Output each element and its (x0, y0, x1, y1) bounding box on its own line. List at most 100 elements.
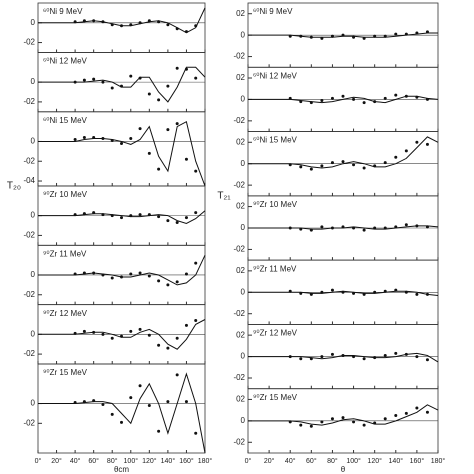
x-tick-label: 20° (264, 457, 275, 465)
data-point (415, 140, 419, 144)
data-point (373, 100, 377, 104)
y-tick-label: -02 (23, 290, 35, 299)
data-point (362, 36, 366, 40)
x-tick-label: 160° (179, 457, 194, 465)
y-tick-label: -02 (23, 418, 35, 427)
data-point (352, 97, 356, 101)
panel-label: ⁶⁰Ni 9 MeV (253, 7, 293, 16)
data-point (394, 351, 398, 355)
y-tick-label: -02 (233, 180, 245, 189)
data-point (82, 329, 86, 333)
data-point (175, 221, 179, 225)
data-point (383, 226, 387, 230)
data-point (373, 34, 377, 38)
data-point (288, 420, 292, 424)
y-tick-label: -02 (23, 97, 35, 106)
panel-label: ⁹⁰Zr 15 MeV (253, 393, 298, 402)
fit-curve (38, 210, 206, 225)
data-point (383, 161, 387, 165)
data-point (110, 276, 114, 280)
data-point (394, 225, 398, 229)
data-point (92, 211, 96, 215)
data-point (184, 157, 188, 161)
data-point (330, 96, 334, 100)
data-point (82, 19, 86, 23)
panel-label: ⁹⁰Zr 12 MeV (253, 329, 298, 338)
data-point (309, 357, 313, 361)
data-point (73, 20, 77, 24)
y-tick-label: 02 (236, 73, 245, 82)
y-tick-label: 0 (241, 352, 246, 361)
data-point (166, 84, 170, 88)
data-point (341, 160, 345, 164)
y-tick-label: 02 (236, 137, 245, 146)
x-tick-label: 0° (245, 457, 252, 465)
panel-label: ⁹⁰Zr 15 MeV (43, 368, 88, 377)
data-point (320, 99, 324, 102)
data-point (101, 403, 105, 407)
data-point (394, 155, 398, 159)
data-point (129, 74, 133, 78)
data-point (341, 225, 345, 229)
fit-curve (38, 254, 206, 286)
x-tick-label: 20° (51, 457, 62, 465)
data-point (415, 31, 419, 35)
data-point (383, 96, 387, 100)
y-tick-label: -02 (23, 156, 35, 165)
data-point (415, 95, 419, 99)
data-point (101, 136, 105, 140)
data-point (288, 226, 292, 230)
fit-curve (248, 404, 439, 426)
y-tick-label: -02 (23, 38, 35, 47)
data-point (101, 80, 105, 84)
data-point (184, 400, 188, 404)
data-point (138, 76, 142, 80)
y-tick-label: -02 (233, 437, 245, 446)
data-point (320, 290, 324, 294)
data-point (110, 214, 114, 218)
data-point (288, 289, 292, 293)
data-point (73, 137, 77, 141)
data-point (157, 20, 161, 24)
data-point (425, 410, 429, 414)
data-point (288, 34, 292, 38)
y-tick-label: 0 (31, 329, 36, 338)
data-point (373, 290, 377, 294)
data-point (157, 279, 161, 283)
x-tick-label: 80° (327, 457, 338, 465)
data-point (425, 292, 429, 296)
y-tick-label: -02 (23, 231, 35, 240)
data-point (330, 34, 334, 38)
data-point (299, 100, 303, 104)
data-point (320, 164, 324, 168)
data-point (129, 23, 133, 27)
data-point (415, 224, 419, 228)
data-point (120, 24, 123, 28)
data-point (120, 275, 123, 279)
data-point (288, 355, 292, 359)
data-point (194, 261, 198, 265)
data-point (288, 96, 292, 100)
data-point (394, 414, 398, 417)
data-point (120, 141, 123, 145)
data-point (110, 138, 114, 142)
data-point (341, 94, 345, 98)
data-point (73, 80, 77, 84)
data-point (383, 34, 387, 38)
data-point (425, 97, 429, 101)
data-point (82, 212, 86, 216)
panel-label: ⁹⁰Zr 11 MeV (43, 249, 87, 258)
data-point (352, 291, 356, 295)
data-point (138, 271, 142, 275)
data-point (147, 333, 151, 337)
x-tick-label: 140° (161, 457, 176, 465)
x-axis-label: θ (341, 465, 346, 474)
data-point (157, 98, 161, 102)
data-point (352, 226, 356, 230)
data-point (362, 292, 366, 296)
data-point (425, 358, 429, 362)
data-point (352, 163, 356, 167)
data-point (110, 336, 114, 340)
data-point (101, 332, 105, 336)
data-point (373, 226, 377, 230)
